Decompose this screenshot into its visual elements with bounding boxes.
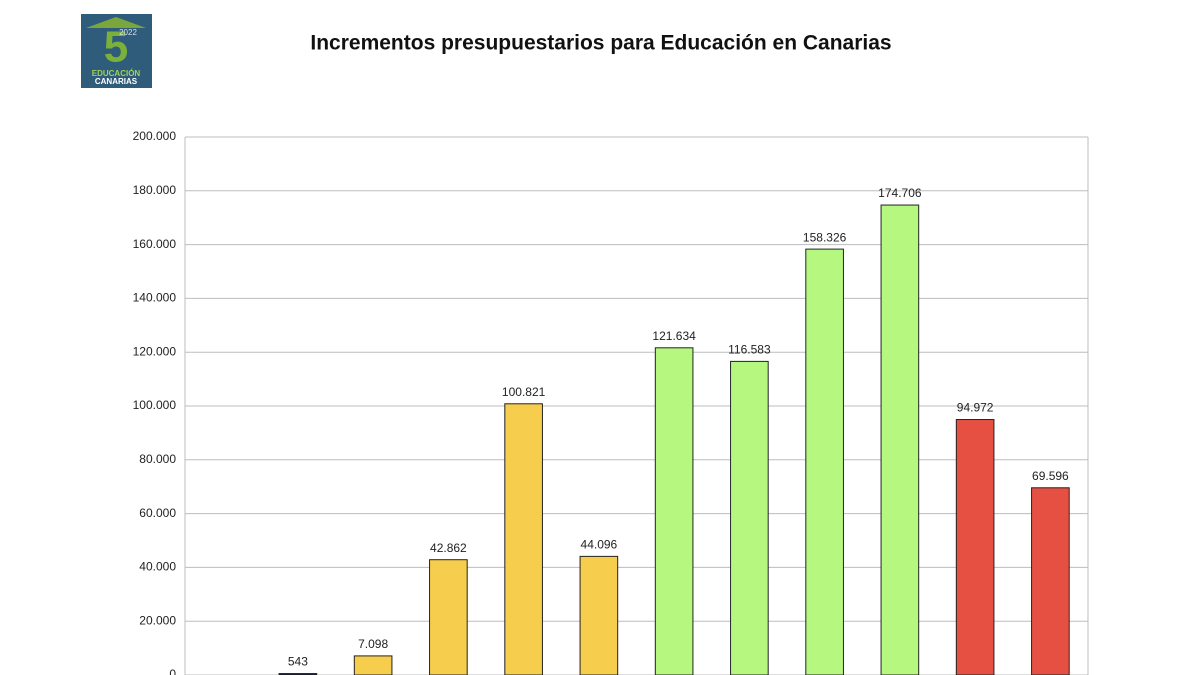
data-label: 116.583 <box>728 343 771 357</box>
data-label: 94.972 <box>957 401 994 415</box>
logo-text: EDUCACIÓN <box>92 69 141 78</box>
y-tick-label: 20.000 <box>139 613 176 627</box>
logo-text: CANARIAS <box>95 77 138 86</box>
data-label: 158.326 <box>803 230 847 244</box>
bar <box>805 248 844 675</box>
y-tick-label: 60.000 <box>139 506 176 520</box>
y-tick-label: 80.000 <box>139 452 176 466</box>
data-label: 7.098 <box>358 637 388 651</box>
bar <box>1031 487 1070 675</box>
logo-number: 5 <box>104 23 128 72</box>
data-label: 69.596 <box>1032 469 1069 483</box>
logo-roof <box>86 17 146 28</box>
chart-title: Incrementos presupuestarios para Educaci… <box>310 32 891 55</box>
bar <box>579 555 619 675</box>
data-label: 44.096 <box>581 538 618 552</box>
data-label: 174.706 <box>878 186 922 200</box>
y-tick-label: 40.000 <box>139 560 176 574</box>
data-label: 121.634 <box>652 329 696 343</box>
y-tick-label: 160.000 <box>133 237 177 251</box>
bar <box>504 403 543 675</box>
y-tick-label: 0 <box>169 667 176 675</box>
logo-year: 2022 <box>119 28 137 37</box>
bar <box>429 559 468 675</box>
bar <box>353 655 393 675</box>
y-tick-label: 100.000 <box>133 398 177 412</box>
bar <box>955 419 995 675</box>
y-tick-label: 200.000 <box>133 129 177 143</box>
bar <box>654 347 694 675</box>
logo: 5 2022 EDUCACIÓN CANARIAS <box>81 14 152 88</box>
data-label: 543 <box>288 655 308 669</box>
bar <box>880 204 920 675</box>
y-tick-label: 140.000 <box>133 291 177 305</box>
data-label: 100.821 <box>502 385 546 399</box>
y-tick-label: 180.000 <box>133 183 177 197</box>
bar <box>730 360 769 675</box>
data-label: 42.862 <box>430 541 467 555</box>
y-tick-label: 120.000 <box>133 344 177 358</box>
